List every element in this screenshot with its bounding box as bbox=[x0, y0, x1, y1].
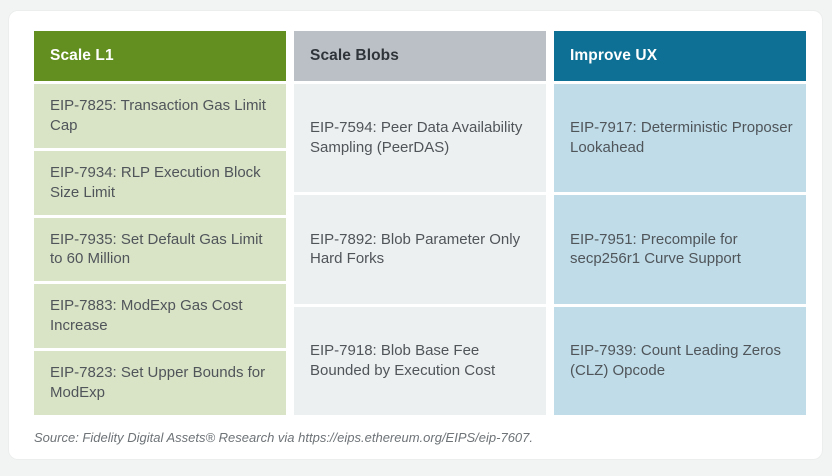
column-header-scale-l1: Scale L1 bbox=[34, 31, 286, 81]
table-cell: EIP-7917: Deterministic Proposer Lookahe… bbox=[554, 84, 806, 193]
table-cell: EIP-7594: Peer Data Availability Samplin… bbox=[294, 84, 546, 193]
column-body-improve-ux: EIP-7917: Deterministic Proposer Lookahe… bbox=[554, 84, 806, 415]
table-cell: EIP-7883: ModExp Gas Cost Increase bbox=[34, 284, 286, 349]
table-cell: EIP-7892: Blob Parameter Only Hard Forks bbox=[294, 195, 546, 304]
source-attribution: Source: Fidelity Digital Assets® Researc… bbox=[34, 430, 533, 445]
column-scale-l1: Scale L1 EIP-7825: Transaction Gas Limit… bbox=[34, 31, 286, 415]
column-body-scale-blobs: EIP-7594: Peer Data Availability Samplin… bbox=[294, 84, 546, 415]
column-header-improve-ux: Improve UX bbox=[554, 31, 806, 81]
table-cell: EIP-7825: Transaction Gas Limit Cap bbox=[34, 84, 286, 148]
table-cell: EIP-7935: Set Default Gas Limit to 60 Mi… bbox=[34, 217, 286, 282]
table-cell: EIP-7823: Set Upper Bounds for ModExp bbox=[34, 351, 286, 415]
column-header-scale-blobs: Scale Blobs bbox=[294, 31, 546, 81]
figure-card: Scale L1 EIP-7825: Transaction Gas Limit… bbox=[8, 10, 823, 460]
eip-category-table: Scale L1 EIP-7825: Transaction Gas Limit… bbox=[34, 31, 806, 415]
table-cell: EIP-7939: Count Leading Zeros (CLZ) Opco… bbox=[554, 306, 806, 415]
table-cell: EIP-7951: Precompile for secp256r1 Curve… bbox=[554, 195, 806, 304]
column-improve-ux: Improve UX EIP-7917: Deterministic Propo… bbox=[554, 31, 806, 415]
column-scale-blobs: Scale Blobs EIP-7594: Peer Data Availabi… bbox=[294, 31, 546, 415]
table-cell: EIP-7934: RLP Execution Block Size Limit bbox=[34, 150, 286, 215]
table-cell: EIP-7918: Blob Base Fee Bounded by Execu… bbox=[294, 306, 546, 415]
column-body-scale-l1: EIP-7825: Transaction Gas Limit Cap EIP-… bbox=[34, 84, 286, 415]
